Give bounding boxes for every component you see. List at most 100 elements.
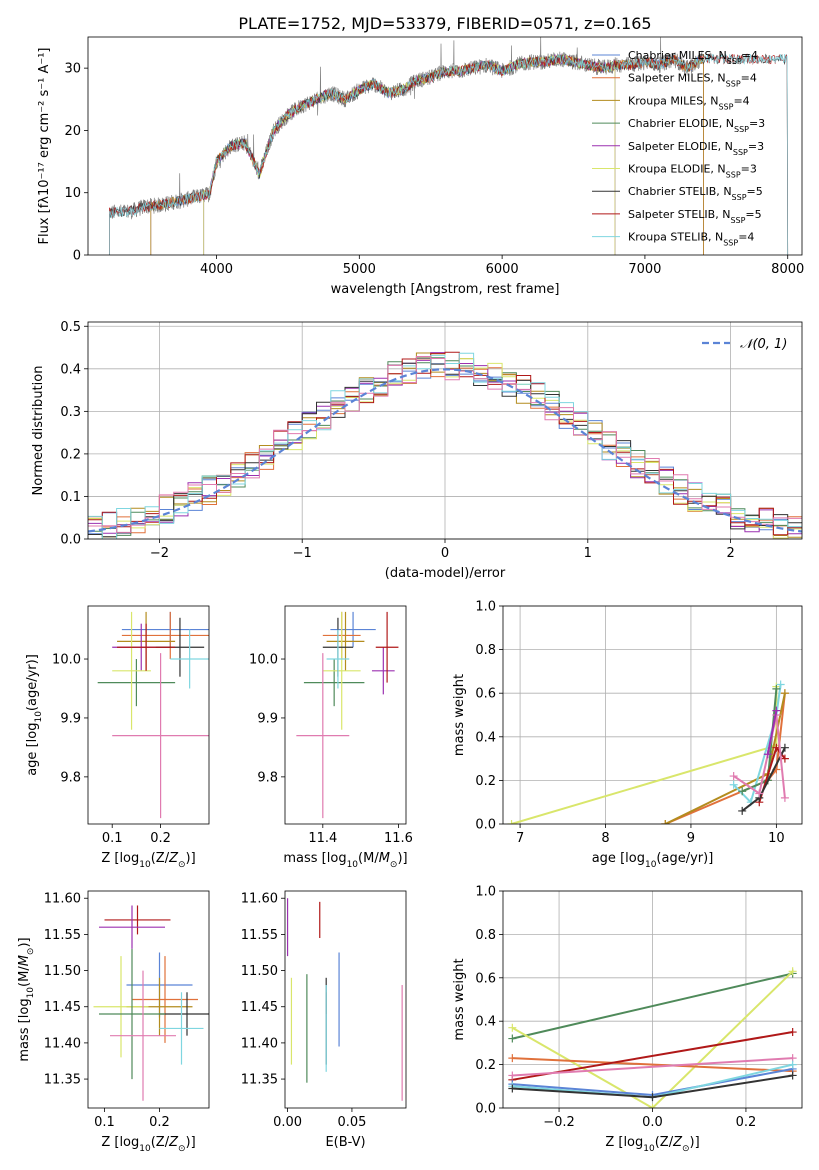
spectrum-panel: 4000 5000 6000 7000 8000 0 10 20 30 wavelength [A… <box>37 36 804 297</box>
mass-weight-marker <box>738 806 747 815</box>
mass-weight-marker <box>780 689 789 698</box>
axes-frame <box>502 605 803 825</box>
y-tick-label: 1.0 <box>475 885 496 900</box>
x-tick-label: 9 <box>687 831 695 846</box>
legend-label: Salpeter STELIB, NSSP=5 <box>628 208 762 225</box>
mass-weight-marker <box>648 1093 657 1102</box>
residual-histogram-panel: −2 −1 0 1 2 0.0 0.1 0.2 0.3 0.4 0.5 (data-model)/er… <box>31 320 803 581</box>
x-tick-label: 5000 <box>343 262 376 277</box>
mass-weight-marker <box>661 820 670 824</box>
mass-weight-line <box>511 686 778 824</box>
mass-weight-line <box>511 970 794 1108</box>
y-tick-label: 0.2 <box>475 1058 496 1073</box>
x-axis-label: (data-model)/error <box>385 566 506 581</box>
x-axis-label: E(B-V) <box>325 1135 365 1150</box>
observed-spectrum-line <box>109 37 703 220</box>
mass-weight-marker <box>508 1071 517 1080</box>
x-axis-label: wavelength [Angstrom, rest frame] <box>331 282 560 297</box>
x-tick-label: 0.2 <box>150 831 171 846</box>
y-tick-label: 11.55 <box>241 928 278 943</box>
mass-weight-marker <box>508 1023 517 1032</box>
y-tick-label: 0.4 <box>60 362 81 377</box>
y-tick-label: 9.8 <box>257 770 278 785</box>
x-tick-label: 2 <box>726 546 734 561</box>
x-tick-label: 0.2 <box>736 1115 757 1130</box>
y-tick-label: 9.8 <box>60 770 81 785</box>
mass-weight-marker <box>780 793 789 802</box>
y-tick-label: 10.0 <box>249 653 278 668</box>
age-vs-mass-panel: 11.4 11.6 9.8 9.9 10.0 mass [log10(M/M⊙)] <box>249 605 413 870</box>
x-axis-label: Z [log10(Z/Z⊙)] <box>605 1135 699 1154</box>
x-tick-label: 0 <box>441 546 449 561</box>
x-tick-label: −1 <box>293 546 312 561</box>
y-tick-label: 0.6 <box>475 687 496 702</box>
mass-weight-marker <box>738 787 747 796</box>
mass-weight-marker <box>508 1054 517 1063</box>
x-axis-label: age [log10(age/yr)] <box>592 851 714 870</box>
y-axis-label: Flux [fλ10⁻¹⁷ erg cm⁻² s⁻¹ A⁻¹] <box>37 48 52 245</box>
axes-frame <box>502 890 803 1109</box>
legend-label: Chabrier STELIB, NSSP=5 <box>628 185 763 202</box>
x-tick-label: 0.00 <box>273 1115 302 1130</box>
x-tick-label: −0.2 <box>543 1115 575 1130</box>
y-tick-label: 0.8 <box>475 643 496 658</box>
x-axis-label: mass [log10(M/M⊙)] <box>283 851 407 870</box>
y-tick-label: 11.45 <box>241 1000 278 1015</box>
y-tick-label: 11.45 <box>44 1000 81 1015</box>
y-tick-label: 11.35 <box>241 1073 278 1088</box>
mass-weight-marker <box>763 750 772 759</box>
mass-weight-marker <box>788 967 797 976</box>
axes-frame <box>87 890 210 1109</box>
y-tick-label: 0.0 <box>475 818 496 833</box>
axes-frame <box>284 890 407 1109</box>
x-tick-label: 0.2 <box>149 1115 170 1130</box>
y-tick-label: 1.0 <box>475 600 496 615</box>
normal-reference-curve <box>88 368 802 533</box>
x-tick-label: 0.1 <box>102 831 123 846</box>
y-tick-label: 30 <box>64 62 81 77</box>
y-tick-label: 11.35 <box>44 1073 81 1088</box>
residual-histogram-step <box>88 351 802 536</box>
mass-weight-marker <box>788 1071 797 1080</box>
mass-vs-reddening-panel: 0.00 0.05 11.35 11.40 11.45 11.50 11.55 11.60 E(… <box>241 890 407 1150</box>
y-tick-label: 0.4 <box>475 1015 496 1030</box>
y-tick-label: 0.3 <box>60 405 81 420</box>
y-tick-label: 0.2 <box>60 447 81 462</box>
mass-weight-marker <box>772 706 781 715</box>
mass-vs-metallicity-panel: 0.1 0.2 11.35 11.40 11.45 11.50 11.55 11.60 Z [l… <box>17 890 210 1154</box>
y-tick-label: 11.55 <box>44 928 81 943</box>
axes-frame <box>284 605 407 825</box>
y-axis-label: age [log10(age/yr)] <box>25 654 44 776</box>
y-tick-label: 0.2 <box>475 774 496 789</box>
model-fit-line <box>150 54 704 255</box>
axes-frame <box>87 321 803 540</box>
x-tick-label: 10 <box>768 831 785 846</box>
y-tick-label: 11.40 <box>241 1036 278 1051</box>
legend-label: Chabrier ELODIE, NSSP=3 <box>628 117 765 134</box>
model-fit-line <box>150 54 704 255</box>
y-tick-label: 11.40 <box>44 1036 81 1051</box>
x-axis-label: Z [log10(Z/Z⊙)] <box>101 1135 195 1154</box>
legend-label: Salpeter MILES, NSSP=4 <box>628 72 757 89</box>
x-tick-label: 0.1 <box>94 1115 115 1130</box>
weight-vs-age-panel: 7 8 9 10 0.0 0.2 0.4 0.6 0.8 1.0 age [log10(age/yr… <box>452 600 803 870</box>
spectrum-legend: Chabrier MILES, NSSP=4 Salpeter MILES, NS… <box>592 49 765 247</box>
age-vs-metallicity-panel: 0.1 0.2 9.8 9.9 10.0 Z [log10(Z/Z⊙)] age [log1… <box>25 605 210 870</box>
mass-weight-marker <box>648 1104 657 1108</box>
legend-label: Chabrier MILES, NSSP=4 <box>628 49 758 66</box>
mass-weight-marker <box>729 772 738 781</box>
y-tick-label: 10 <box>64 186 81 201</box>
y-tick-label: 0 <box>73 249 81 264</box>
y-tick-label: 0.8 <box>475 928 496 943</box>
legend-label: Salpeter ELODIE, NSSP=3 <box>628 140 764 157</box>
mass-weight-marker <box>772 684 781 693</box>
x-tick-label: 11.6 <box>384 831 413 846</box>
mass-weight-marker <box>508 1034 517 1043</box>
y-tick-label: 0.0 <box>475 1102 496 1117</box>
x-tick-label: 7000 <box>628 262 661 277</box>
y-axis-label: mass [log10(M/M⊙)] <box>17 937 36 1061</box>
legend-label: Kroupa ELODIE, NSSP=3 <box>628 163 757 180</box>
mass-weight-marker <box>780 743 789 752</box>
mass-weight-line <box>664 693 786 824</box>
